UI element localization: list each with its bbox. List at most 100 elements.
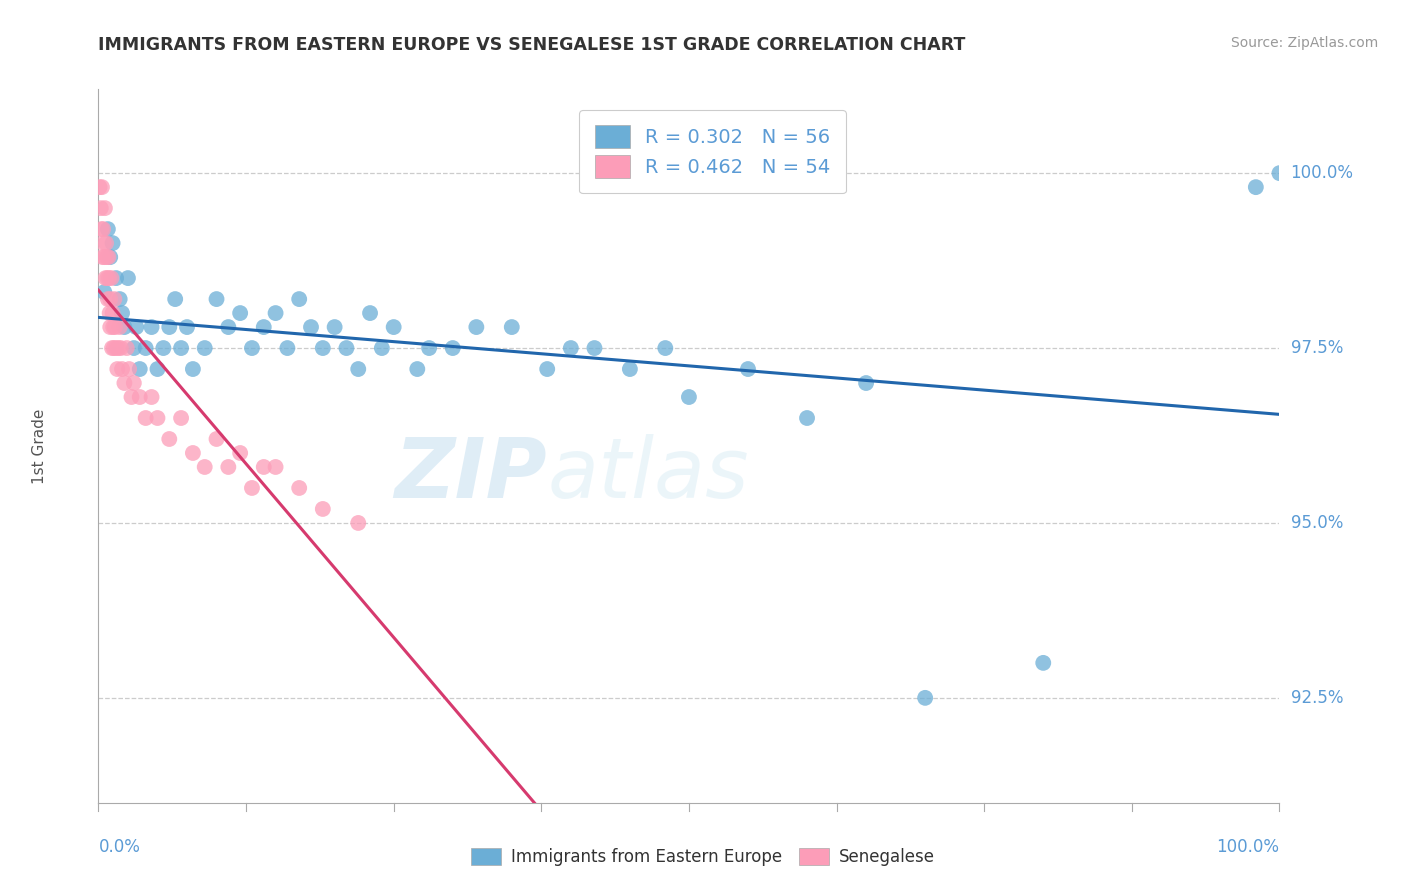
Text: 100.0%: 100.0% [1291,164,1354,182]
Point [229,446,252,460]
Point [103,292,125,306]
Point [170,341,193,355]
Point [135,411,157,425]
Point [299,320,322,334]
Point [240,341,263,355]
Point [181,362,204,376]
Point [654,341,676,355]
Point [501,320,523,334]
Point [98,271,121,285]
Text: 92.5%: 92.5% [1291,689,1343,706]
Point [111,306,134,320]
Point [583,341,606,355]
Point [94,236,117,251]
Point [619,362,641,376]
Point [128,390,150,404]
Point [418,341,440,355]
Point [101,341,124,355]
Point [441,341,464,355]
Point [101,236,124,251]
Point [170,411,193,425]
Point [118,362,141,376]
Point [217,460,239,475]
Point [105,341,128,355]
Point [98,306,121,320]
Point [176,320,198,334]
Point [157,320,180,334]
Point [276,341,298,355]
Point [112,320,135,334]
Point [264,460,287,475]
Point [108,292,131,306]
Point [855,376,877,390]
Text: 95.0%: 95.0% [1291,514,1343,532]
Point [110,341,132,355]
Point [312,502,335,516]
Point [229,306,252,320]
Point [146,411,169,425]
Point [1244,180,1267,194]
Point [115,341,138,355]
Point [347,516,370,530]
Point [1032,656,1054,670]
Text: atlas: atlas [547,434,749,515]
Point [194,341,217,355]
Point [914,690,936,705]
Point [141,390,163,404]
Point [112,376,135,390]
Point [100,271,122,285]
Point [288,292,311,306]
Point [205,432,228,446]
Point [796,411,818,425]
Point [141,320,163,334]
Point [1268,166,1291,180]
Point [117,271,139,285]
Point [560,341,582,355]
Point [264,306,287,320]
Point [152,341,174,355]
Point [253,460,276,475]
Legend: Immigrants from Eastern Europe, Senegalese: Immigrants from Eastern Europe, Senegale… [463,840,943,875]
Point [122,341,145,355]
Point [108,320,131,334]
Point [205,292,228,306]
Text: 1st Grade: 1st Grade [32,409,46,483]
Point [90,222,112,236]
Point [122,376,145,390]
Point [98,320,121,334]
Legend: R = 0.302   N = 56, R = 0.462   N = 54: R = 0.302 N = 56, R = 0.462 N = 54 [579,110,846,194]
Point [101,306,124,320]
Point [181,446,204,460]
Point [359,306,381,320]
Point [335,341,357,355]
Point [165,292,187,306]
Point [217,320,239,334]
Point [93,236,115,251]
Point [135,341,157,355]
Point [125,320,148,334]
Text: 97.5%: 97.5% [1291,339,1343,357]
Point [194,460,217,475]
Point [97,292,120,306]
Text: 0.0%: 0.0% [98,838,141,855]
Point [93,250,115,264]
Point [288,481,311,495]
Point [94,271,117,285]
Point [406,362,429,376]
Point [105,271,128,285]
Point [253,320,276,334]
Point [111,362,134,376]
Point [98,250,121,264]
Point [104,320,127,334]
Point [105,362,128,376]
Point [678,390,700,404]
Point [536,362,558,376]
Point [371,341,394,355]
Point [97,250,120,264]
Point [465,320,488,334]
Point [93,285,115,299]
Point [107,341,129,355]
Point [146,362,169,376]
Point [89,180,111,194]
Point [91,222,114,236]
